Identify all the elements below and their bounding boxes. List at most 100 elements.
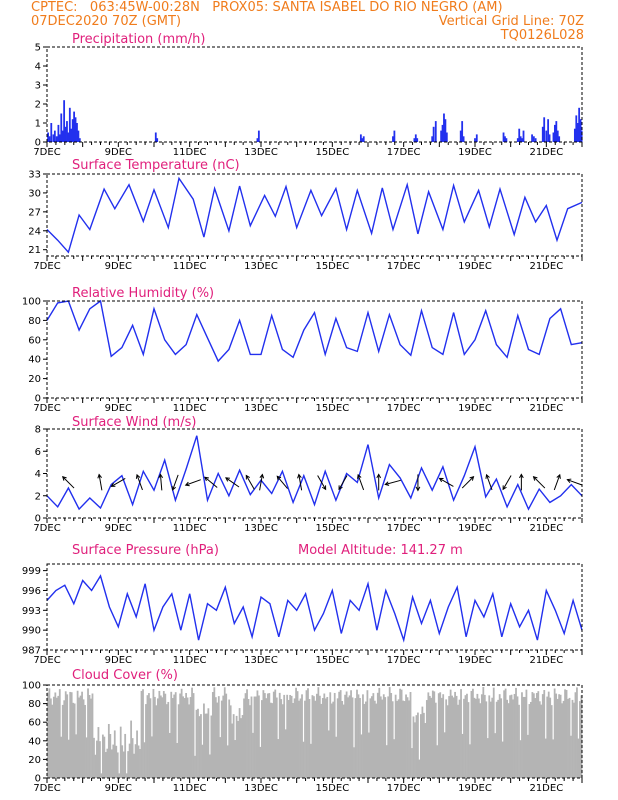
cloud-bar [177,704,180,778]
x-tick-label: 15DEC [315,147,349,158]
cloud-bar [538,701,541,778]
wind-arrow-head [485,473,490,479]
cloud-bar [247,699,250,778]
wind-arrow-shaft [317,475,327,490]
precip-bar [505,138,508,142]
cloud-bar [271,703,274,778]
x-tick-label: 11DEC [173,655,207,666]
y-tick-label: 0 [35,774,41,785]
cloud-bar [164,693,167,778]
x-tick-label: 21DEC [529,523,563,534]
precip-bar [431,136,434,142]
panel-title: Surface Pressure (hPa) [72,543,219,558]
precip-bar [48,136,51,142]
cloud-bar [341,700,344,778]
precip-bar [575,115,578,142]
cloud-bar [201,744,204,778]
cloud-bar [173,694,176,778]
y-tick-label: 0 [35,394,41,405]
y-tick-label: 80 [28,316,41,327]
cloud-bar [576,687,578,778]
cloud-bar [561,703,563,778]
cloud-bar [99,741,101,778]
cloud-bar [54,692,57,778]
wind-arrow-shaft [461,476,474,489]
x-tick-label: 7DEC [33,523,60,534]
wind-arrow-shaft [533,476,546,489]
precip-bar [474,138,476,142]
cloud-bar [256,690,259,778]
cloud-bar [424,723,427,778]
cloud-bar [338,691,341,778]
precip-bar [52,134,55,142]
panel-3: Relative Humidity (%) 0 20 40 60 80 100 7DEC 9DE… [22,286,583,414]
wind-arrow-head [338,485,343,491]
cloud-bar [121,745,124,778]
cloud-bar [277,739,280,778]
y-tick-label: 60 [28,718,41,729]
cloud-bar [503,690,506,778]
cloud-bar [189,697,192,778]
cloud-bar [449,689,452,778]
cloud-bar [564,689,566,778]
cloud-bar [409,692,412,778]
cloud-bar [565,689,568,778]
cloud-bar [180,688,183,778]
x-tick-label: 9DEC [105,147,132,158]
cloud-bar [64,691,67,778]
y-tick-label: 100 [22,297,41,308]
wind-arrow-head [532,476,538,481]
cloud-bar [324,698,327,778]
cloud-bar [512,699,514,778]
cloud-bar [317,687,320,778]
cloud-bar [311,695,314,778]
cloud-bar [112,744,115,778]
cloud-bar [384,697,387,778]
x-tick-label: 17DEC [387,261,421,272]
cloud-bar [472,688,474,778]
precip-bar [434,121,437,142]
cloud-bar [197,708,199,778]
cloud-bar [107,724,110,778]
cloud-bar [381,699,384,778]
precip-bar [257,130,260,142]
cloud-bar [191,687,193,778]
cloud-bar [522,696,525,778]
cloud-bar [90,698,92,778]
cloud-bar [200,714,202,778]
precip-bar [78,138,81,142]
cloud-bar [396,700,399,778]
cloud-bar [109,733,112,778]
wind-arrow [553,473,561,491]
x-tick-label: 19DEC [458,655,492,666]
cloud-bar [167,701,170,778]
cloud-bar [253,696,256,778]
cloud-bar [555,693,558,778]
wind-arrow [62,476,75,489]
cloud-bar [326,696,329,778]
cloud-bar [540,704,543,778]
cloud-bar [128,743,131,778]
x-tick-label: 13DEC [244,261,278,272]
wind-arrow [259,473,265,491]
cloud-bar [535,693,538,778]
cloud-bar [146,695,149,778]
x-tick-label: 15DEC [315,523,349,534]
cloud-bar [198,716,201,778]
precip-bar [443,113,445,142]
cloud-bar [274,689,277,778]
cloud-bar [567,698,569,778]
cloud-bar [268,693,271,778]
cloud-bar [440,697,443,778]
y-tick-label: 987 [22,646,41,657]
y-tick-label: 27 [28,207,41,218]
precip-bar [256,138,259,142]
cloud-bar [93,737,95,778]
precip-bar [47,132,49,142]
cloud-bar [161,697,164,778]
wind-arrow-head [438,477,444,483]
cloud-bar [491,697,494,778]
cloud-bar [434,702,437,778]
x-tick-label: 9DEC [105,261,132,272]
cloud-bar [266,693,269,778]
